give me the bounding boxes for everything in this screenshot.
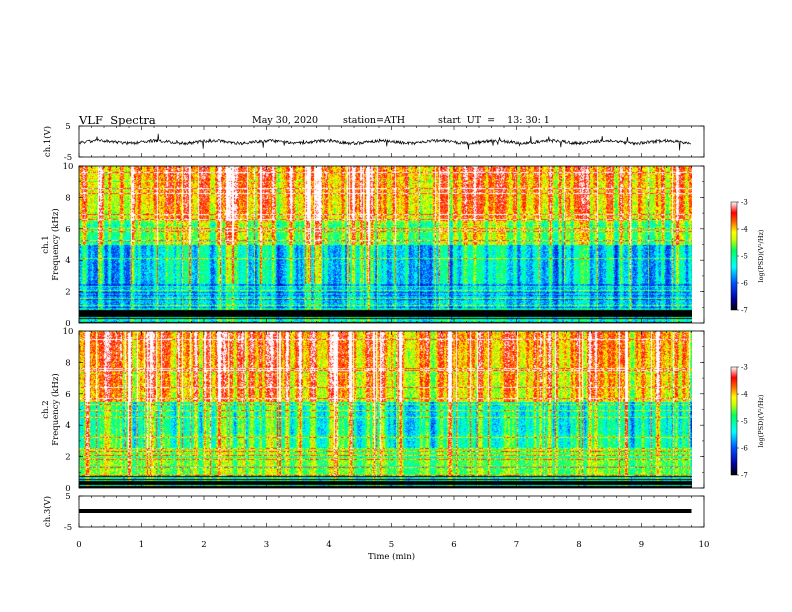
x-tick-label: 3: [264, 540, 269, 550]
ch2-spectrogram-ylabel: ch.2: [41, 400, 51, 418]
y-tick-label: 0: [65, 319, 70, 329]
y-tick-label: 8: [65, 358, 70, 368]
y-tick-label: 5: [65, 122, 70, 132]
ch2-spectrogram-ylabel: Frequency (kHz): [50, 373, 61, 445]
colorbar-tick-label: -6: [741, 280, 748, 288]
x-tick-label: 5: [389, 540, 394, 550]
date-label: May 30, 2020: [252, 115, 319, 126]
ch3-waveform: [79, 509, 692, 513]
colorbar-tick-label: -4: [741, 226, 748, 234]
chart-title: VLF Spectra: [79, 113, 156, 127]
x-tick-label: 6: [451, 540, 456, 550]
y-tick-label: 10: [63, 327, 74, 337]
y-tick-label: 8: [65, 193, 70, 203]
x-tick-label: 0: [76, 540, 81, 550]
y-tick-label: -5: [64, 153, 72, 163]
colorbar-tick-label: -5: [741, 253, 748, 261]
colorbar-tick-label: -3: [741, 364, 748, 372]
colorbar-tick-label: -6: [741, 445, 748, 453]
y-tick-label: 2: [65, 288, 70, 298]
colorbar-1: [730, 201, 738, 311]
y-tick-label: 0: [65, 484, 70, 494]
station-label: station=ATH: [343, 115, 405, 126]
ch1-spectrogram-ylabel: ch.1: [41, 235, 51, 253]
y-tick-label: 5: [65, 492, 70, 502]
colorbar-2: [730, 366, 738, 476]
y-tick-label: 4: [65, 421, 70, 431]
y-tick-label: 10: [63, 162, 74, 172]
ch1-spectrogram-ylabel: Frequency (kHz): [50, 208, 61, 280]
x-tick-label: 2: [201, 540, 206, 550]
y-tick-label: 6: [65, 225, 70, 235]
ch1-voltage-ylabel: ch.1(V): [42, 126, 53, 157]
colorbar-label: log(PSD)(V²/Hz): [757, 394, 765, 447]
y-tick-label: 6: [65, 390, 70, 400]
colorbar-tick-label: -4: [741, 391, 748, 399]
x-tick-label: 7: [514, 540, 519, 550]
colorbar-tick-label: -5: [741, 418, 748, 426]
colorbar-label: log(PSD)(V²/Hz): [757, 229, 765, 282]
x-axis-label: Time (min): [368, 551, 415, 562]
x-tick-label: 4: [326, 540, 331, 550]
ch3-voltage-ylabel: ch.3(V): [42, 496, 53, 527]
y-tick-label: 4: [65, 256, 70, 266]
x-tick-label: 8: [576, 540, 581, 550]
y-tick-label: -5: [64, 523, 72, 533]
x-tick-label: 9: [639, 540, 644, 550]
colorbar-tick-label: -7: [741, 472, 748, 480]
ch2-spectrogram-image: [79, 331, 692, 488]
colorbar-tick-label: -7: [741, 307, 748, 315]
x-tick-label: 1: [139, 540, 144, 550]
start-time-label: start UT = 13: 30: 1: [438, 115, 550, 126]
y-tick-label: 2: [65, 453, 70, 463]
colorbar-tick-label: -3: [741, 199, 748, 207]
ch1-waveform: [78, 133, 692, 151]
x-tick-label: 10: [699, 540, 710, 550]
ch1-spectrogram-image: [79, 166, 692, 323]
